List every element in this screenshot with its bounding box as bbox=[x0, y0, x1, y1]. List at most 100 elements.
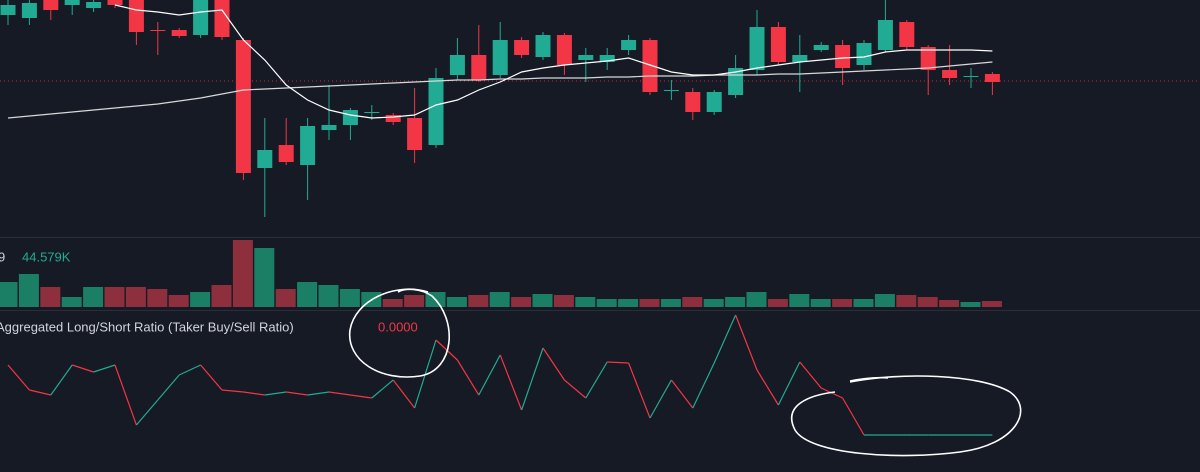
candle-body bbox=[407, 118, 423, 150]
volume-bar bbox=[83, 287, 104, 307]
volume-bar bbox=[725, 297, 746, 307]
ratio-segment bbox=[521, 347, 544, 411]
candle-body bbox=[749, 27, 765, 70]
volume-bar bbox=[682, 297, 703, 307]
volume-bar bbox=[382, 299, 403, 307]
ratio-segment bbox=[842, 397, 865, 436]
ratio-segment bbox=[478, 354, 501, 396]
ratio-segment bbox=[286, 391, 308, 396]
volume-bar bbox=[468, 295, 489, 307]
volume-label: 44.579K bbox=[22, 249, 71, 264]
candle-body bbox=[514, 40, 530, 55]
candle-body bbox=[0, 5, 16, 15]
candle-body bbox=[856, 43, 872, 65]
volume-bar bbox=[789, 294, 810, 307]
candle-body bbox=[899, 22, 915, 47]
volume-bar bbox=[404, 295, 425, 307]
ratio-segment bbox=[585, 361, 608, 399]
ratio-segment bbox=[456, 359, 480, 396]
ratio-segment bbox=[114, 364, 137, 426]
ratio-segment bbox=[713, 314, 737, 364]
ratio-segment bbox=[392, 379, 416, 409]
candle-body bbox=[621, 40, 637, 50]
candle-body bbox=[257, 150, 273, 168]
volume-bar bbox=[596, 299, 617, 307]
volume-bar bbox=[190, 292, 211, 307]
candle-body bbox=[685, 92, 701, 112]
candle-body bbox=[43, 0, 59, 10]
volume-bar bbox=[532, 294, 553, 307]
moving-average bbox=[114, 4, 993, 119]
volume-bar bbox=[832, 299, 853, 307]
candle-body bbox=[214, 0, 230, 37]
candle-body bbox=[556, 35, 572, 65]
volume-bar bbox=[61, 297, 82, 307]
candle-body bbox=[364, 112, 380, 113]
candle-body bbox=[449, 55, 465, 75]
circle-annotation bbox=[790, 375, 1022, 457]
volume-bar bbox=[168, 295, 189, 307]
moving-average bbox=[7, 61, 993, 119]
volume-bar bbox=[618, 299, 639, 307]
candle-body bbox=[21, 3, 37, 18]
candle-body bbox=[428, 78, 444, 145]
volume-bar bbox=[446, 297, 467, 307]
volume-bar bbox=[254, 248, 275, 307]
hand-drawn-annotations bbox=[349, 288, 1022, 457]
candle-body bbox=[171, 30, 187, 36]
candle-body bbox=[300, 126, 316, 165]
candle-body bbox=[942, 70, 958, 78]
ratio-segment bbox=[50, 364, 73, 396]
volume-bar bbox=[767, 299, 788, 307]
volume-bar bbox=[511, 297, 532, 307]
candle-body bbox=[642, 40, 658, 92]
volume-bar bbox=[40, 287, 61, 307]
candle-body bbox=[235, 40, 251, 173]
candle-body bbox=[813, 45, 829, 50]
circle-annotation bbox=[349, 288, 450, 378]
ratio-segment bbox=[178, 364, 201, 376]
ratio-segment bbox=[93, 364, 116, 373]
volume-bar bbox=[575, 297, 596, 307]
volume-bar bbox=[874, 294, 895, 307]
candle-body bbox=[128, 0, 144, 32]
volume-bar bbox=[18, 274, 39, 307]
ratio-segment bbox=[756, 369, 779, 406]
volume-bar bbox=[553, 295, 574, 307]
candle-body bbox=[193, 0, 209, 35]
candle-body bbox=[535, 35, 551, 57]
ratio-segment bbox=[264, 391, 287, 396]
volume-bar bbox=[125, 287, 146, 307]
volume-bar bbox=[211, 285, 232, 307]
ratio-segment bbox=[7, 364, 30, 391]
ratio-segment bbox=[350, 394, 372, 399]
ratio-segment bbox=[607, 361, 629, 364]
volume-bar bbox=[339, 289, 360, 307]
ratio-segment bbox=[542, 347, 565, 381]
ratio-segment bbox=[135, 399, 159, 426]
candle-body bbox=[321, 125, 337, 130]
ratio-segment bbox=[157, 374, 180, 401]
candle-body bbox=[492, 40, 508, 75]
candle-body bbox=[706, 92, 722, 112]
volume-bar bbox=[0, 282, 18, 307]
candle-body bbox=[963, 76, 979, 77]
volume-bar bbox=[660, 299, 681, 307]
indicator-value: 0.0000 bbox=[378, 319, 418, 334]
ratio-segment bbox=[29, 389, 51, 396]
candle-body bbox=[150, 30, 166, 31]
candle-body bbox=[385, 115, 401, 122]
ratio-segment bbox=[628, 362, 651, 419]
volume-bar bbox=[703, 299, 724, 307]
volume-bar bbox=[896, 295, 917, 307]
volume-bar bbox=[853, 299, 874, 307]
ratio-segment bbox=[328, 391, 351, 396]
ratio-segment bbox=[735, 314, 758, 371]
volume-bar bbox=[960, 302, 981, 307]
candle-body bbox=[877, 20, 893, 50]
volume-bar bbox=[917, 297, 938, 307]
candle-body bbox=[663, 90, 679, 91]
ratio-segment bbox=[564, 379, 587, 399]
volume-prefix: 9 bbox=[0, 249, 5, 264]
